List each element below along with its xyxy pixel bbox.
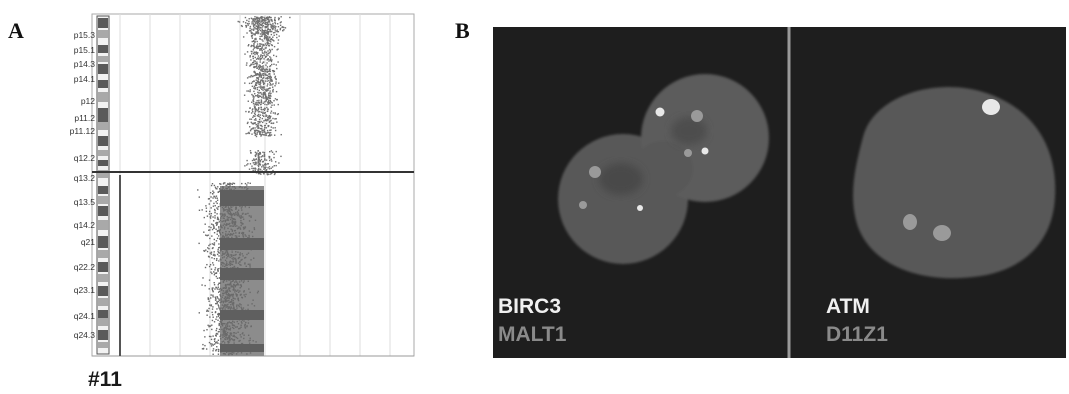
band-label: p11.2 bbox=[74, 113, 95, 123]
band-label: q13.5 bbox=[74, 197, 96, 207]
signal-birc3 bbox=[655, 107, 665, 117]
band-label: p12 bbox=[81, 96, 95, 106]
band-label: q21 bbox=[81, 237, 95, 247]
log-ratio-scatter bbox=[197, 16, 291, 356]
band-label: q14.2 bbox=[74, 220, 96, 230]
band-label: p15.3 bbox=[74, 30, 96, 40]
band-label: q22.2 bbox=[74, 262, 96, 272]
probe-label-birc3: BIRC3 bbox=[498, 295, 561, 318]
signal-d11z1 bbox=[933, 225, 951, 241]
nucleus-single bbox=[853, 87, 1056, 279]
fish-image-panel: BIRC3 MALT1 ATM D11Z1 bbox=[493, 27, 1066, 358]
band-label: p14.1 bbox=[74, 74, 96, 84]
band-label: p15.1 bbox=[74, 45, 96, 55]
signal-atm bbox=[982, 99, 1000, 115]
nucleus-pair bbox=[558, 74, 769, 264]
band-label: p11.12 bbox=[70, 126, 96, 136]
band-label: q13.2 bbox=[74, 173, 96, 183]
panel-letter-b: B bbox=[455, 18, 470, 43]
band-label: q12.2 bbox=[74, 153, 96, 163]
signal-birc3 bbox=[701, 147, 709, 155]
probe-label-atm: ATM bbox=[826, 295, 870, 318]
probe-label-d11z1: D11Z1 bbox=[826, 323, 888, 346]
band-label: q24.1 bbox=[74, 311, 96, 321]
panel-letter-a: A bbox=[8, 18, 24, 43]
band-label: p14.3 bbox=[74, 59, 96, 69]
probe-label-malt1: MALT1 bbox=[498, 323, 567, 346]
band-label: q23.1 bbox=[74, 285, 96, 295]
signal-d11z1 bbox=[903, 214, 917, 230]
chromosome-label: #11 bbox=[88, 368, 122, 391]
band-label: q24.3 bbox=[74, 330, 96, 340]
signal-malt1 bbox=[579, 201, 587, 209]
array-cgh-plot: p15.3 p15.1 p14.3 p14.1 p12 p11.2 p11.12 q12.2 q… bbox=[70, 13, 415, 357]
chromosome-ideogram bbox=[96, 15, 110, 355]
signal-malt1 bbox=[691, 110, 703, 122]
signal-birc3 bbox=[637, 205, 643, 211]
signal-malt1 bbox=[684, 149, 692, 157]
signal-malt1 bbox=[589, 166, 601, 178]
band-labels: p15.3 p15.1 p14.3 p14.1 p12 p11.2 p11.12 q12.2 q… bbox=[70, 30, 96, 340]
